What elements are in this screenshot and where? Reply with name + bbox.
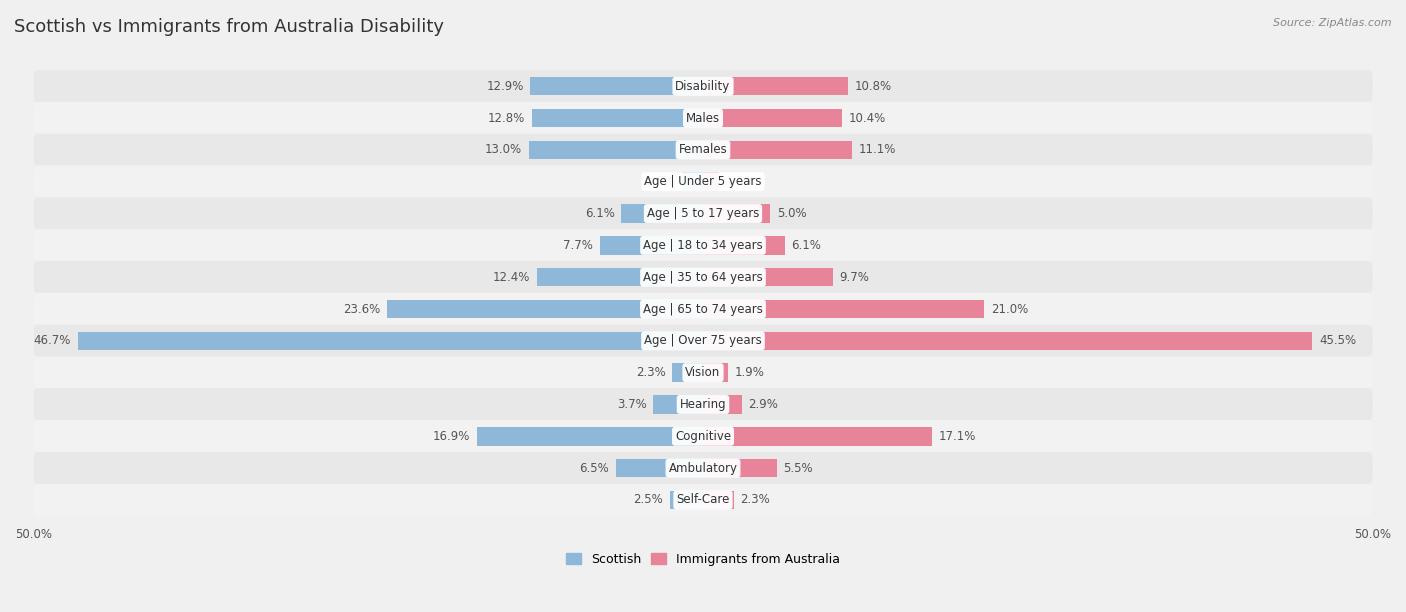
Bar: [529, 141, 703, 159]
Text: 3.7%: 3.7%: [617, 398, 647, 411]
Text: 45.5%: 45.5%: [1319, 334, 1355, 348]
Text: Females: Females: [679, 143, 727, 157]
Bar: [703, 395, 742, 414]
Text: 1.9%: 1.9%: [735, 366, 765, 379]
Bar: [77, 332, 703, 350]
Text: 5.5%: 5.5%: [783, 461, 813, 475]
Text: 16.9%: 16.9%: [433, 430, 470, 443]
Text: 17.1%: 17.1%: [939, 430, 976, 443]
Bar: [600, 236, 703, 255]
FancyBboxPatch shape: [34, 165, 1372, 198]
Text: 10.8%: 10.8%: [855, 80, 891, 93]
Text: 10.4%: 10.4%: [849, 111, 886, 125]
Text: 11.1%: 11.1%: [858, 143, 896, 157]
Text: 12.8%: 12.8%: [488, 111, 524, 125]
FancyBboxPatch shape: [34, 293, 1372, 325]
Text: 1.6%: 1.6%: [645, 175, 675, 188]
Text: 6.1%: 6.1%: [792, 239, 821, 252]
Text: Source: ZipAtlas.com: Source: ZipAtlas.com: [1274, 18, 1392, 28]
Text: Self-Care: Self-Care: [676, 493, 730, 507]
Text: 12.4%: 12.4%: [494, 271, 530, 284]
Bar: [621, 204, 703, 223]
Text: 1.2%: 1.2%: [725, 175, 755, 188]
FancyBboxPatch shape: [34, 261, 1372, 293]
Text: Age | 65 to 74 years: Age | 65 to 74 years: [643, 302, 763, 316]
Text: Age | Under 5 years: Age | Under 5 years: [644, 175, 762, 188]
Bar: [477, 427, 703, 446]
Text: 23.6%: 23.6%: [343, 302, 380, 316]
Bar: [530, 77, 703, 95]
Bar: [672, 364, 703, 382]
FancyBboxPatch shape: [34, 133, 1372, 166]
Text: Ambulatory: Ambulatory: [668, 461, 738, 475]
Text: Disability: Disability: [675, 80, 731, 93]
Text: 7.7%: 7.7%: [564, 239, 593, 252]
Bar: [654, 395, 703, 414]
Text: 2.3%: 2.3%: [636, 366, 665, 379]
Bar: [703, 141, 852, 159]
Text: Hearing: Hearing: [679, 398, 727, 411]
Bar: [703, 236, 785, 255]
Text: 6.5%: 6.5%: [579, 461, 609, 475]
Text: Age | 5 to 17 years: Age | 5 to 17 years: [647, 207, 759, 220]
FancyBboxPatch shape: [34, 229, 1372, 261]
FancyBboxPatch shape: [34, 483, 1372, 516]
Text: 5.0%: 5.0%: [776, 207, 806, 220]
Bar: [703, 300, 984, 318]
Text: Scottish vs Immigrants from Australia Disability: Scottish vs Immigrants from Australia Di…: [14, 18, 444, 36]
Text: Cognitive: Cognitive: [675, 430, 731, 443]
Bar: [669, 491, 703, 509]
FancyBboxPatch shape: [34, 356, 1372, 389]
FancyBboxPatch shape: [34, 452, 1372, 484]
Bar: [537, 268, 703, 286]
Text: 9.7%: 9.7%: [839, 271, 869, 284]
Text: Age | 35 to 64 years: Age | 35 to 64 years: [643, 271, 763, 284]
Bar: [703, 173, 718, 191]
Text: Age | 18 to 34 years: Age | 18 to 34 years: [643, 239, 763, 252]
FancyBboxPatch shape: [34, 70, 1372, 102]
Bar: [703, 268, 832, 286]
Text: Males: Males: [686, 111, 720, 125]
Text: 12.9%: 12.9%: [486, 80, 523, 93]
Text: 6.1%: 6.1%: [585, 207, 614, 220]
Bar: [703, 459, 776, 477]
Text: 2.3%: 2.3%: [741, 493, 770, 507]
Text: 2.5%: 2.5%: [633, 493, 662, 507]
Bar: [703, 332, 1312, 350]
FancyBboxPatch shape: [34, 197, 1372, 230]
Bar: [703, 109, 842, 127]
Text: 46.7%: 46.7%: [34, 334, 70, 348]
Bar: [703, 77, 848, 95]
Bar: [616, 459, 703, 477]
Bar: [703, 491, 734, 509]
Bar: [682, 173, 703, 191]
Bar: [703, 204, 770, 223]
Text: 21.0%: 21.0%: [991, 302, 1028, 316]
FancyBboxPatch shape: [34, 388, 1372, 420]
FancyBboxPatch shape: [34, 102, 1372, 134]
Legend: Scottish, Immigrants from Australia: Scottish, Immigrants from Australia: [561, 548, 845, 571]
Text: Vision: Vision: [685, 366, 721, 379]
Text: 13.0%: 13.0%: [485, 143, 522, 157]
Bar: [531, 109, 703, 127]
Bar: [703, 364, 728, 382]
FancyBboxPatch shape: [34, 420, 1372, 452]
Text: 2.9%: 2.9%: [748, 398, 779, 411]
FancyBboxPatch shape: [34, 324, 1372, 357]
Text: Age | Over 75 years: Age | Over 75 years: [644, 334, 762, 348]
Bar: [387, 300, 703, 318]
Bar: [703, 427, 932, 446]
